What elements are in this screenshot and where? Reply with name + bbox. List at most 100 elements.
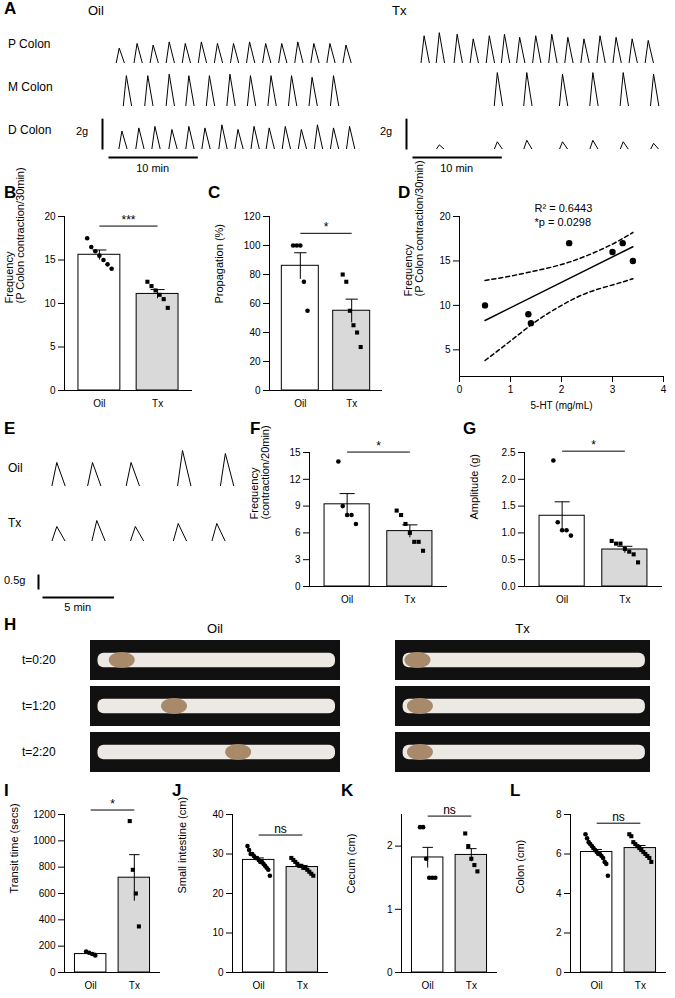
svg-text:Oil: Oil [85,980,97,991]
svg-text:Oil: Oil [556,594,568,605]
svg-text:2: 2 [387,840,393,851]
svg-text:Small intestine (cm): Small intestine (cm) [176,797,188,894]
svg-text:1: 1 [508,384,514,395]
svg-text:Cecum (cm): Cecum (cm) [345,834,357,894]
html-text:G: G [463,419,477,438]
svg-text:200: 200 [39,940,56,951]
svg-text:ns: ns [443,803,456,817]
svg-text:0.5: 0.5 [502,554,516,565]
html-text:Oil: Oil [88,3,104,18]
svg-text:ns: ns [274,822,287,836]
svg-text:100: 100 [244,240,261,251]
svg-text:1.0: 1.0 [502,527,516,538]
html-text:M Colon: M Colon [8,80,53,94]
svg-text:1000: 1000 [33,835,56,846]
svg-text:30: 30 [212,848,224,859]
svg-text:Tx: Tx [635,980,646,991]
svg-text:Amplitude (g): Amplitude (g) [468,454,480,519]
html-text:t=0:20: t=0:20 [22,653,56,667]
svg-text:Frequency(contraction/20min): Frequency(contraction/20min) [248,425,271,519]
svg-text:Tx: Tx [297,980,308,991]
svg-text:Colon (cm): Colon (cm) [514,840,526,894]
svg-text:40: 40 [249,327,261,338]
svg-text:*: * [376,439,381,453]
svg-text:0: 0 [255,385,261,396]
svg-text:120: 120 [244,211,261,222]
svg-text:60: 60 [249,298,261,309]
svg-text:10: 10 [439,300,451,311]
svg-text:0: 0 [295,581,301,592]
svg-text:15: 15 [439,255,451,266]
svg-text:2: 2 [556,927,562,938]
html-text:t=1:20: t=1:20 [22,699,56,713]
svg-text:0: 0 [556,967,562,978]
svg-text:12: 12 [289,474,301,485]
svg-text:Oil: Oil [294,398,306,409]
svg-text:*: * [324,220,329,234]
svg-text:3: 3 [610,384,616,395]
svg-text:Oil: Oil [253,980,265,991]
svg-text:0: 0 [50,967,56,978]
svg-text:ns: ns [612,810,625,824]
svg-text:Tx: Tx [129,980,140,991]
svg-text:5-HT (mg/mL): 5-HT (mg/mL) [530,400,592,411]
html-text:Tx: Tx [515,621,530,636]
svg-text:R² = 0.6443*p = 0.0298: R² = 0.6443*p = 0.0298 [535,202,593,228]
svg-text:4: 4 [661,384,667,395]
svg-text:Tx: Tx [346,398,357,409]
html-text:D Colon: D Colon [8,123,52,137]
svg-text:Frequency(P Colon contraction/: Frequency(P Colon contraction/30min) [402,160,425,296]
svg-text:800: 800 [39,861,56,872]
svg-text:Oil: Oil [591,980,603,991]
svg-text:9: 9 [295,500,301,511]
html-text:Oil: Oil [207,621,223,636]
svg-text:1: 1 [387,904,393,915]
svg-text:Tx: Tx [619,594,630,605]
svg-text:20: 20 [249,356,261,367]
svg-text:10: 10 [44,298,56,309]
svg-text:5: 5 [445,344,451,355]
svg-text:0: 0 [387,967,393,978]
svg-text:40: 40 [212,809,224,820]
svg-text:80: 80 [249,269,261,280]
svg-text:Frequency(P Colon contraction/: Frequency(P Colon contraction/30min) [3,167,26,303]
svg-text:3: 3 [295,554,301,565]
html-text:Tx: Tx [392,3,407,18]
svg-text:***: *** [121,213,135,227]
svg-text:Tx: Tx [466,980,477,991]
svg-text:Transit time (secs): Transit time (secs) [8,803,20,893]
svg-text:0: 0 [218,967,224,978]
svg-text:Tx: Tx [404,594,415,605]
svg-text:20: 20 [439,211,451,222]
svg-text:2.0: 2.0 [502,474,516,485]
svg-text:10: 10 [212,927,224,938]
svg-text:0: 0 [50,385,56,396]
svg-text:20: 20 [44,211,56,222]
svg-text:2: 2 [559,384,565,395]
svg-text:Oil: Oil [422,980,434,991]
svg-text:15: 15 [44,254,56,265]
svg-text:1.5: 1.5 [502,500,516,511]
svg-text:8: 8 [556,809,562,820]
svg-text:*: * [110,797,115,811]
svg-text:Propagation (%): Propagation (%) [213,224,225,304]
html-text:Oil: Oil [8,461,23,475]
svg-text:5: 5 [50,341,56,352]
svg-text:*: * [591,438,596,452]
svg-text:1200: 1200 [33,809,56,820]
svg-text:2.5: 2.5 [502,447,516,458]
html-text:P Colon: P Colon [8,37,51,51]
svg-text:4: 4 [556,888,562,899]
svg-text:0: 0 [457,384,463,395]
svg-text:600: 600 [39,888,56,899]
svg-text:Oil: Oil [341,594,353,605]
svg-text:6: 6 [295,527,301,538]
svg-text:Oil: Oil [93,398,105,409]
svg-text:0.0: 0.0 [502,581,516,592]
svg-text:6: 6 [556,848,562,859]
html-text:Tx: Tx [8,516,22,530]
svg-text:Tx: Tx [152,398,163,409]
svg-text:400: 400 [39,914,56,925]
svg-text:15: 15 [289,447,301,458]
svg-text:20: 20 [212,888,224,899]
